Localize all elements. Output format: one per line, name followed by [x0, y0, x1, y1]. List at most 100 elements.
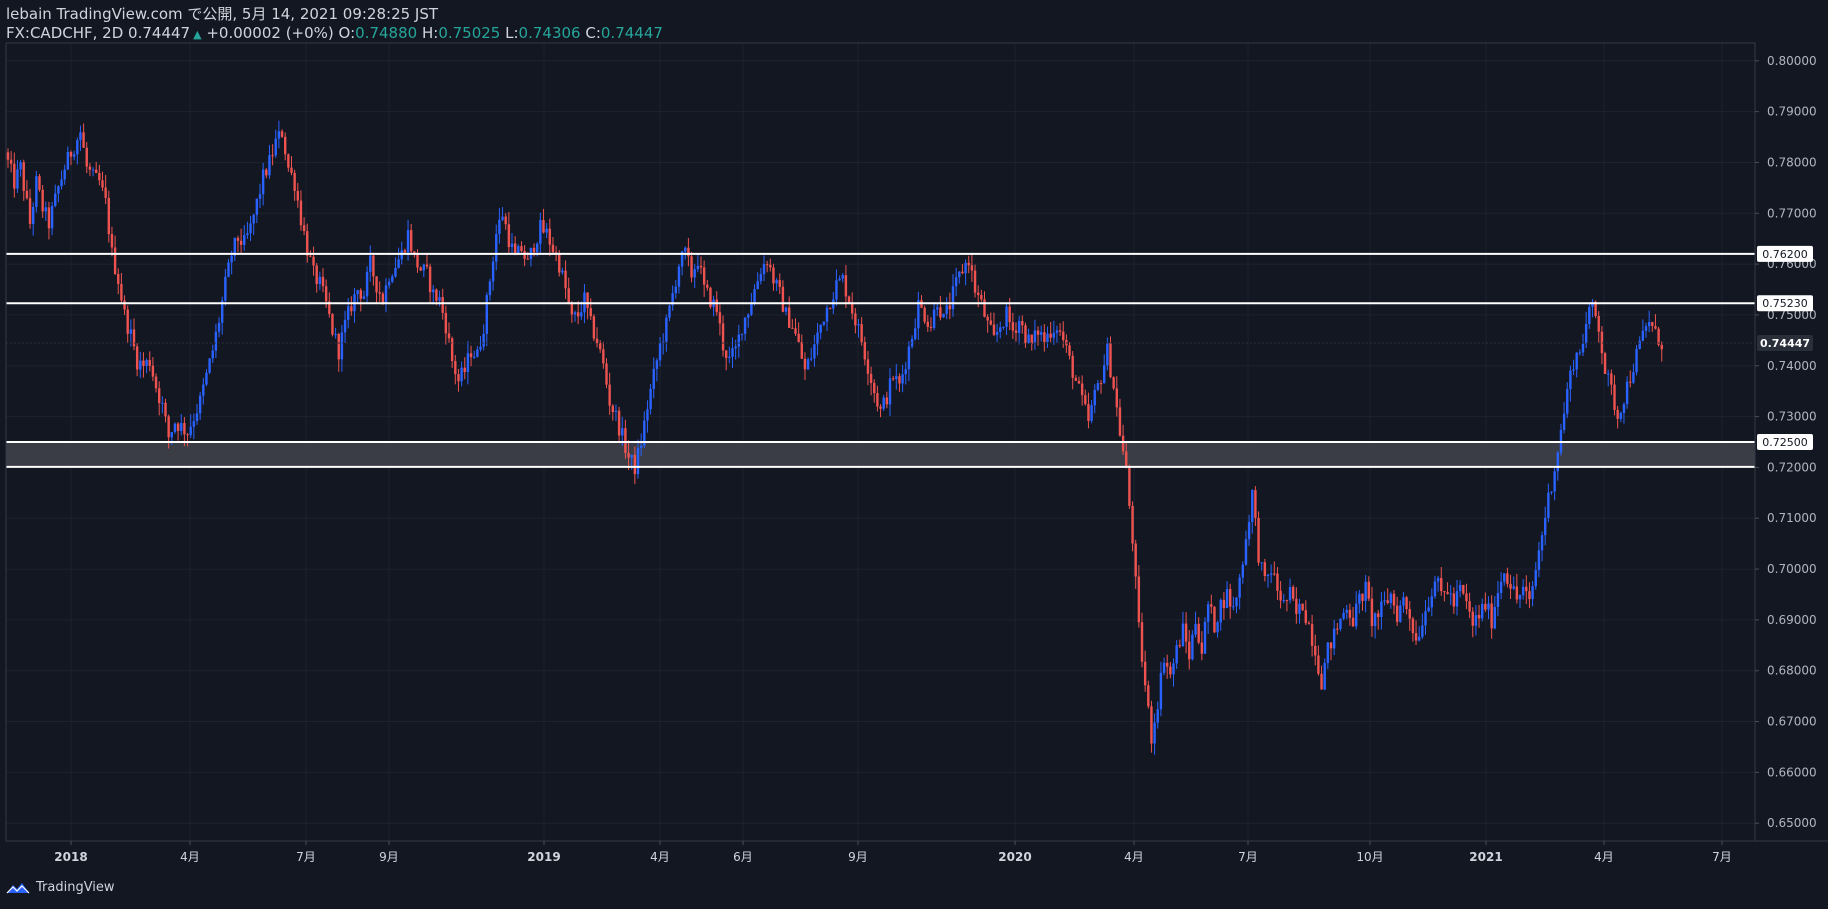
candle-down: [725, 350, 728, 358]
candle-up: [1380, 601, 1383, 618]
candle-down: [1310, 624, 1314, 646]
candle-up: [32, 207, 35, 224]
candle-up: [208, 358, 211, 373]
candle-up: [810, 358, 813, 360]
candle-down: [1351, 617, 1355, 627]
candle-down: [1036, 330, 1040, 335]
candle-up: [806, 359, 810, 370]
candle-down: [1629, 381, 1632, 383]
candle-down: [800, 342, 803, 359]
candle-down: [507, 224, 511, 248]
candle-up: [1106, 342, 1109, 366]
candle-up: [819, 324, 822, 333]
candle-up: [1455, 591, 1459, 607]
candle-down: [702, 267, 706, 285]
close-value: 0.74447: [600, 24, 663, 42]
candle-down: [85, 147, 88, 167]
candle-down: [126, 309, 129, 334]
candle-down: [142, 360, 145, 366]
candle-up: [539, 220, 542, 244]
candle-up: [1232, 606, 1235, 608]
candle-up: [35, 176, 38, 208]
candle-up: [835, 280, 838, 300]
candle-down: [929, 326, 933, 328]
candle-down: [1150, 706, 1153, 744]
candle-down: [331, 313, 334, 335]
candle-up: [942, 313, 945, 318]
candle-down: [797, 333, 800, 343]
candle-down: [709, 287, 712, 308]
x-tick-label: 4月: [1124, 850, 1144, 864]
candle-up: [510, 243, 514, 248]
candle-down: [441, 297, 444, 313]
candle-up: [1090, 405, 1093, 421]
candle-up: [545, 228, 548, 233]
candle-up: [743, 317, 747, 334]
candle-down: [961, 271, 964, 274]
candle-up: [1622, 404, 1626, 413]
candle-down: [939, 307, 942, 318]
candle-up: [1383, 600, 1386, 602]
candle-up: [1288, 587, 1292, 601]
candle-down: [788, 307, 791, 328]
horizontal-levels[interactable]: [6, 252, 1755, 468]
candle-up: [838, 278, 841, 281]
candle-up: [246, 233, 249, 236]
candle-down: [977, 292, 980, 296]
candle-up: [857, 324, 860, 326]
candle-down: [454, 361, 457, 375]
candle-down: [1087, 404, 1090, 421]
candle-down: [1254, 490, 1257, 518]
candle-up: [488, 281, 492, 296]
candle-down: [1030, 334, 1033, 344]
candle-down: [337, 334, 340, 360]
candle-up: [387, 281, 391, 286]
candle-down: [781, 286, 785, 312]
candle-down: [844, 275, 848, 297]
candle-down: [1613, 384, 1616, 410]
candle-up: [1402, 597, 1405, 606]
price-axis[interactable]: 0.800000.790000.780000.770000.760000.750…: [1755, 54, 1817, 830]
candle-down: [28, 198, 32, 224]
candle-up: [1644, 326, 1648, 331]
candle-down: [1115, 388, 1118, 408]
candle-up: [1096, 383, 1100, 390]
level-price-tag: [1757, 245, 1813, 262]
x-tick-label: 2020: [998, 850, 1031, 864]
candle-up: [173, 423, 177, 433]
candle-down: [9, 159, 13, 164]
candle-up: [1251, 490, 1254, 523]
candle-down: [271, 155, 274, 157]
symbol-label[interactable]: FX:CADCHF, 2D: [6, 24, 124, 42]
candle-down: [1336, 628, 1339, 630]
candle-up: [734, 346, 737, 349]
candle-up: [536, 243, 539, 253]
candle-down: [1377, 613, 1380, 618]
candle-down: [22, 162, 25, 191]
candle-up: [580, 312, 583, 317]
candle-up: [249, 223, 252, 234]
candle-down: [321, 276, 325, 287]
candle-up: [432, 289, 435, 293]
candle-down: [627, 452, 630, 458]
candle-down: [1515, 586, 1519, 600]
candle-up: [775, 280, 778, 284]
candle-up: [1625, 381, 1629, 405]
candle-down: [1080, 383, 1084, 396]
candle-up: [958, 271, 961, 278]
candle-down: [403, 250, 407, 253]
candle-down: [1314, 645, 1317, 656]
candle-down: [148, 359, 151, 366]
candle-down: [1304, 610, 1307, 624]
candle-down: [715, 299, 718, 313]
candle-up: [16, 169, 19, 189]
tradingview-footer[interactable]: TradingView: [6, 880, 115, 895]
candle-down: [1370, 598, 1374, 627]
candle-down: [605, 363, 608, 385]
candle-down: [1014, 330, 1018, 333]
candle-down: [1210, 604, 1213, 607]
time-axis[interactable]: 2018 4月 7月 9月 2019 4月 6月 9月 2020 4月 7月 10月 2021 4月 7月: [54, 841, 1732, 864]
candle-down: [863, 342, 866, 360]
candle-down: [280, 131, 284, 137]
